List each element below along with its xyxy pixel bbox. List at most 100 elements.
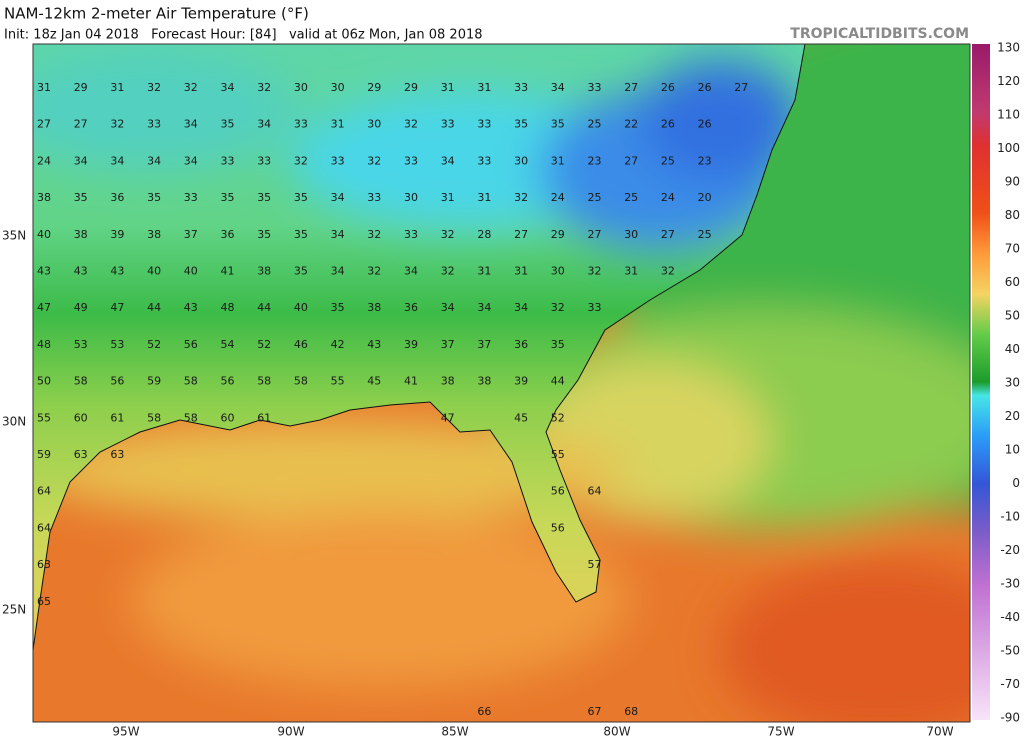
longitude-label: 90W (277, 725, 304, 739)
station-value: 66 (477, 705, 491, 718)
station-value: 53 (110, 338, 124, 351)
station-value: 20 (698, 191, 712, 204)
colorbar-label: -30 (1000, 577, 1020, 591)
station-value: 35 (257, 228, 271, 241)
station-value: 33 (441, 118, 455, 131)
station-value: 68 (624, 705, 638, 718)
station-value: 29 (367, 81, 381, 94)
colorbar-label: 100 (997, 141, 1020, 155)
station-value: 64 (37, 485, 51, 498)
station-value: 37 (477, 338, 491, 351)
station-value: 33 (367, 191, 381, 204)
colorbar-label: 50 (1005, 309, 1020, 323)
station-value: 33 (588, 81, 602, 94)
station-value: 34 (331, 265, 345, 278)
station-value: 63 (110, 448, 124, 461)
station-value: 32 (441, 265, 455, 278)
station-value: 26 (661, 81, 675, 94)
station-value: 33 (331, 154, 345, 167)
station-value: 55 (551, 448, 565, 461)
longitude-label: 70W (926, 725, 953, 739)
station-value: 33 (404, 154, 418, 167)
station-value: 30 (367, 118, 381, 131)
longitude-label: 85W (441, 725, 468, 739)
station-value: 32 (367, 265, 381, 278)
station-value: 31 (441, 81, 455, 94)
station-value: 30 (551, 265, 565, 278)
latitude-label: 35N (2, 229, 26, 243)
colorbar-label: 130 (997, 41, 1020, 55)
station-value: 23 (698, 154, 712, 167)
colorbar-label: -20 (1000, 543, 1020, 557)
station-value: 61 (257, 411, 271, 424)
station-value: 43 (74, 265, 88, 278)
station-value: 47 (110, 301, 124, 314)
station-value: 30 (331, 81, 345, 94)
station-value: 32 (404, 118, 418, 131)
station-value: 58 (184, 375, 198, 388)
station-value: 65 (37, 595, 51, 608)
station-value: 59 (37, 448, 51, 461)
station-value: 35 (551, 338, 565, 351)
station-value: 38 (147, 228, 161, 241)
station-value: 46 (294, 338, 308, 351)
station-value: 36 (514, 338, 528, 351)
longitude-label: 95W (112, 725, 139, 739)
station-value: 35 (331, 301, 345, 314)
station-value: 59 (147, 375, 161, 388)
station-value: 44 (147, 301, 161, 314)
station-value: 64 (37, 521, 51, 534)
station-value: 34 (331, 191, 345, 204)
station-value: 34 (441, 154, 455, 167)
station-value: 35 (294, 265, 308, 278)
station-value: 58 (147, 411, 161, 424)
station-value: 50 (37, 375, 51, 388)
station-value: 29 (74, 81, 88, 94)
station-value: 35 (257, 191, 271, 204)
station-value: 35 (551, 118, 565, 131)
station-value: 34 (551, 81, 565, 94)
station-value: 57 (588, 558, 602, 571)
station-value: 22 (624, 118, 638, 131)
station-value: 35 (221, 118, 235, 131)
station-value: 54 (221, 338, 235, 351)
station-value: 32 (147, 81, 161, 94)
station-value: 55 (37, 411, 51, 424)
station-value: 25 (624, 191, 638, 204)
colorbar-label: -50 (1000, 644, 1020, 658)
station-value: 27 (624, 81, 638, 94)
station-value: 30 (294, 81, 308, 94)
colorbar-label: -70 (1000, 677, 1020, 691)
station-value: 47 (441, 411, 455, 424)
station-value: 27 (661, 228, 675, 241)
station-value: 37 (441, 338, 455, 351)
station-value: 34 (514, 301, 528, 314)
station-value: 24 (661, 191, 675, 204)
station-value: 27 (624, 154, 638, 167)
station-value: 60 (74, 411, 88, 424)
station-value: 32 (294, 154, 308, 167)
colorbar-label: 60 (1005, 275, 1020, 289)
station-value: 35 (221, 191, 235, 204)
station-value: 34 (331, 228, 345, 241)
station-value: 56 (110, 375, 124, 388)
station-value: 31 (477, 81, 491, 94)
station-value: 38 (257, 265, 271, 278)
station-value: 43 (184, 301, 198, 314)
station-value: 41 (221, 265, 235, 278)
map-frame (32, 43, 971, 723)
station-value: 38 (477, 375, 491, 388)
station-value: 25 (588, 191, 602, 204)
colorbar-label: 20 (1005, 409, 1020, 423)
longitude-label: 80W (603, 725, 630, 739)
station-value: 25 (661, 154, 675, 167)
station-value: 32 (110, 118, 124, 131)
station-value: 32 (441, 228, 455, 241)
station-value: 31 (514, 265, 528, 278)
station-value: 33 (147, 118, 161, 131)
station-value: 44 (257, 301, 271, 314)
station-value: 45 (367, 375, 381, 388)
station-value: 27 (37, 118, 51, 131)
